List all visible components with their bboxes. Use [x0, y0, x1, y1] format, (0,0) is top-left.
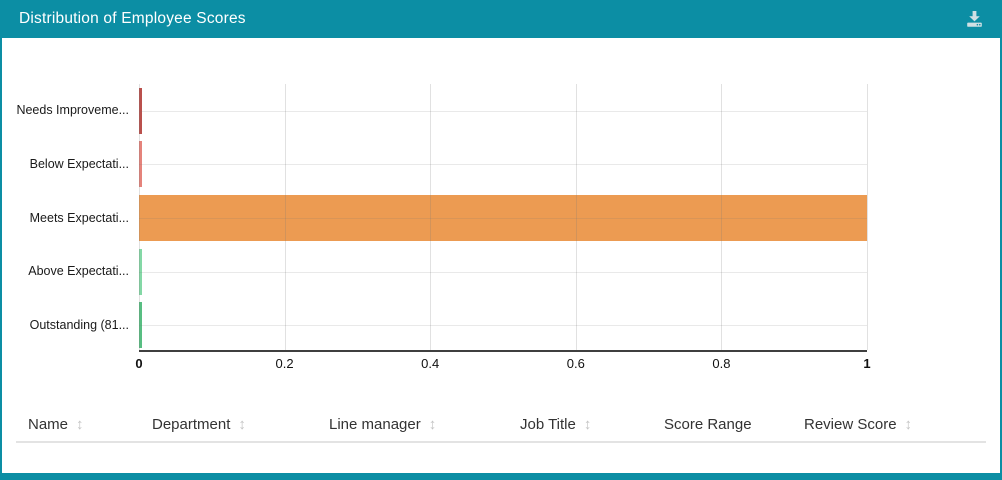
card-title: Distribution of Employee Scores — [19, 10, 246, 27]
column-header-review-score[interactable]: Review Score ↕ — [804, 416, 912, 433]
sort-icon: ↕ — [428, 416, 437, 433]
gridline-horizontal — [139, 325, 867, 327]
category-label: Below Expectati... — [29, 156, 129, 171]
gridline-vertical — [430, 84, 432, 350]
category-label: Outstanding (81... — [29, 317, 129, 332]
plot-area — [139, 84, 868, 352]
x-tick-label: 0.8 — [712, 356, 731, 371]
category-label: Above Expectati... — [28, 264, 129, 279]
chart-y-axis-labels: Needs Improveme... Below Expectati... Meet… — [2, 84, 132, 352]
column-header-score-range: Score Range — [664, 416, 752, 433]
column-label: Review Score — [804, 416, 897, 433]
gridline-vertical — [575, 84, 577, 350]
sort-icon: ↕ — [76, 416, 84, 433]
gridline-horizontal — [139, 110, 867, 112]
bar-1[interactable] — [139, 141, 142, 188]
gridline-vertical — [139, 84, 140, 350]
bar-0[interactable] — [139, 87, 142, 134]
category-label: Meets Expectati... — [29, 210, 129, 225]
column-header-line-manager[interactable]: Line manager ↕ — [329, 416, 436, 433]
table-header-row: Name ↕ Department ↕ Line manager ↕ Job Title ↕ S… — [2, 411, 1000, 441]
gridline-vertical — [721, 84, 723, 350]
x-tick-label: 0.4 — [421, 356, 440, 371]
column-header-name[interactable]: Name ↕ — [28, 416, 84, 433]
x-tick-label: 0.2 — [275, 356, 294, 371]
x-tick-label: 0 — [135, 356, 143, 371]
sort-icon: ↕ — [904, 416, 913, 433]
bar-3[interactable] — [139, 248, 142, 295]
column-header-department[interactable]: Department ↕ — [152, 416, 246, 433]
download-button[interactable] — [960, 6, 988, 32]
download-icon — [964, 10, 985, 28]
sort-icon: ↕ — [583, 416, 592, 433]
x-tick-label: 1 — [863, 356, 871, 371]
gridline-horizontal — [139, 164, 867, 166]
chart-x-axis-labels: 0 0.2 0.4 0.6 0.8 1 — [135, 356, 871, 374]
sort-icon: ↕ — [238, 416, 246, 433]
bar-4[interactable] — [139, 302, 142, 349]
gridline-vertical — [284, 84, 286, 350]
column-label: Department — [152, 416, 231, 433]
table-header-divider — [16, 441, 986, 443]
category-label: Needs Improveme... — [16, 103, 129, 118]
gridline-vertical — [867, 84, 868, 350]
x-tick-label: 0.6 — [566, 356, 585, 371]
card-footer-bar — [0, 473, 1002, 480]
gridline-horizontal — [139, 271, 867, 273]
column-label: Job Title — [520, 416, 576, 433]
bar-2[interactable] — [139, 195, 867, 241]
card-header: Distribution of Employee Scores — [0, 0, 1002, 38]
column-header-job-title[interactable]: Job Title ↕ — [520, 416, 591, 433]
column-label: Score Range — [664, 416, 752, 433]
column-label: Line manager — [329, 416, 421, 433]
gridline-horizontal — [139, 218, 867, 219]
column-label: Name — [28, 416, 69, 433]
